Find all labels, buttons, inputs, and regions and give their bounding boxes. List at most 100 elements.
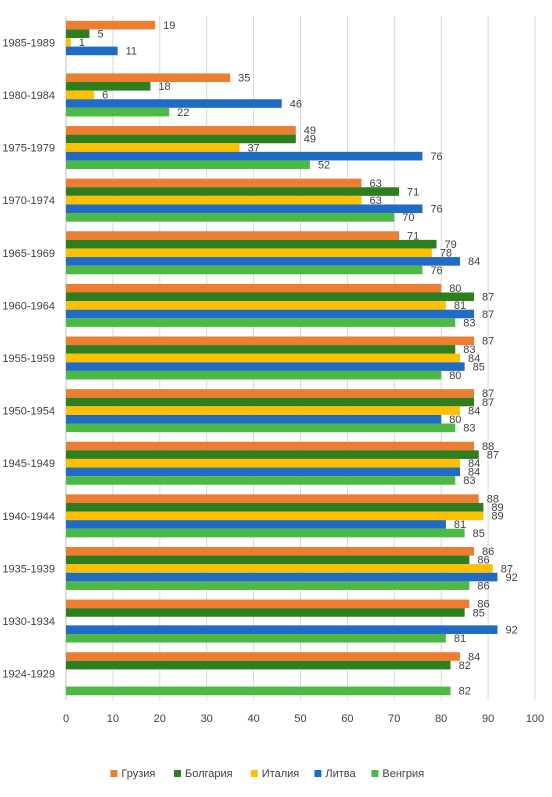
- data-label: 1: [79, 37, 85, 49]
- x-tick-label: 80: [435, 713, 447, 725]
- data-label: 85: [473, 607, 485, 619]
- bar: [66, 309, 475, 319]
- bar: [66, 134, 296, 144]
- bar: [66, 564, 493, 573]
- x-tick-label: 100: [526, 713, 544, 725]
- category-label: 1980-1984: [2, 90, 55, 102]
- data-label: 87: [487, 449, 499, 461]
- bar: [66, 283, 442, 293]
- data-label: 84: [468, 256, 480, 268]
- x-tick-label: 0: [63, 713, 69, 725]
- bar: [66, 292, 475, 302]
- bar: [66, 107, 170, 117]
- legend-swatch: [110, 770, 118, 777]
- legend-swatch: [314, 770, 322, 777]
- bar: [66, 248, 432, 258]
- data-label: 83: [463, 317, 475, 329]
- data-label: 80: [449, 370, 461, 382]
- x-tick-label: 40: [247, 713, 259, 725]
- category-label: 1930-1934: [2, 616, 55, 628]
- legend-label: Грузия: [121, 768, 155, 780]
- bar: [66, 581, 470, 590]
- category-label: 1985-1989: [2, 37, 55, 49]
- data-label: 46: [290, 98, 302, 110]
- bar: [66, 520, 446, 529]
- bar: [66, 370, 442, 380]
- bar: [66, 494, 479, 503]
- bar: [66, 652, 460, 661]
- data-label: 70: [402, 212, 414, 224]
- bar: [66, 414, 442, 424]
- data-label: 76: [430, 265, 442, 277]
- bar: [66, 458, 460, 468]
- data-label: 6: [102, 90, 108, 102]
- data-label: 86: [477, 555, 489, 567]
- bar: [66, 406, 460, 415]
- data-label: 79: [445, 239, 457, 251]
- bar: [66, 82, 151, 91]
- x-tick-label: 90: [482, 713, 494, 725]
- bar: [66, 257, 460, 266]
- data-label: 83: [463, 344, 475, 356]
- bar: [66, 90, 95, 100]
- data-label: 71: [407, 186, 419, 198]
- data-label: 84: [468, 458, 480, 470]
- category-label: 1955-1959: [2, 353, 55, 365]
- legend-label: Италия: [262, 768, 300, 780]
- data-label: 89: [491, 502, 503, 514]
- category-label: 1960-1964: [2, 300, 55, 312]
- bar: [66, 555, 470, 565]
- data-label: 83: [463, 475, 475, 487]
- data-label: 86: [477, 580, 489, 592]
- data-label: 85: [473, 528, 485, 540]
- data-label: 85: [473, 361, 485, 373]
- bar: [66, 572, 498, 582]
- data-label: 5: [97, 29, 103, 41]
- data-label: 49: [304, 125, 316, 137]
- bar: [66, 99, 282, 108]
- bar: [66, 660, 451, 670]
- legend-swatch: [174, 770, 181, 777]
- bar: [66, 608, 465, 617]
- legend-swatch: [250, 770, 258, 777]
- x-tick-label: 30: [201, 713, 213, 725]
- bar: [66, 126, 296, 135]
- bar: [66, 336, 475, 346]
- data-label: 92: [505, 624, 517, 636]
- bar: [66, 423, 456, 433]
- data-label: 22: [177, 107, 189, 119]
- category-label: 1970-1974: [2, 195, 55, 207]
- legend-label: Литва: [325, 768, 356, 780]
- category-label: 1945-1949: [2, 458, 55, 470]
- legend-label: Венгрия: [382, 768, 424, 780]
- bar: [66, 46, 118, 56]
- x-tick-label: 50: [294, 713, 306, 725]
- bar: [66, 511, 484, 521]
- bar: [66, 151, 423, 161]
- bar: [66, 265, 423, 275]
- data-label: 87: [482, 309, 494, 321]
- bar: [66, 502, 484, 512]
- bar: [66, 73, 231, 83]
- data-label: 18: [158, 81, 170, 93]
- bar: [66, 476, 456, 485]
- data-label: 87: [482, 388, 494, 400]
- bar: [66, 441, 475, 451]
- data-label: 87: [482, 292, 494, 304]
- data-label: 88: [487, 493, 499, 505]
- legend-label: Болгария: [185, 768, 233, 780]
- data-label: 87: [482, 397, 494, 409]
- data-label: 89: [491, 511, 503, 523]
- legend-swatch: [371, 770, 379, 777]
- data-label: 35: [238, 73, 250, 85]
- bar: [66, 38, 71, 47]
- bar: [66, 29, 90, 39]
- bar: [66, 301, 446, 310]
- data-label: 78: [440, 248, 452, 260]
- data-label: 19: [163, 20, 175, 32]
- data-label: 84: [468, 353, 480, 365]
- category-label: 1950-1954: [2, 406, 55, 418]
- bar: [66, 599, 470, 609]
- bar: [66, 318, 456, 327]
